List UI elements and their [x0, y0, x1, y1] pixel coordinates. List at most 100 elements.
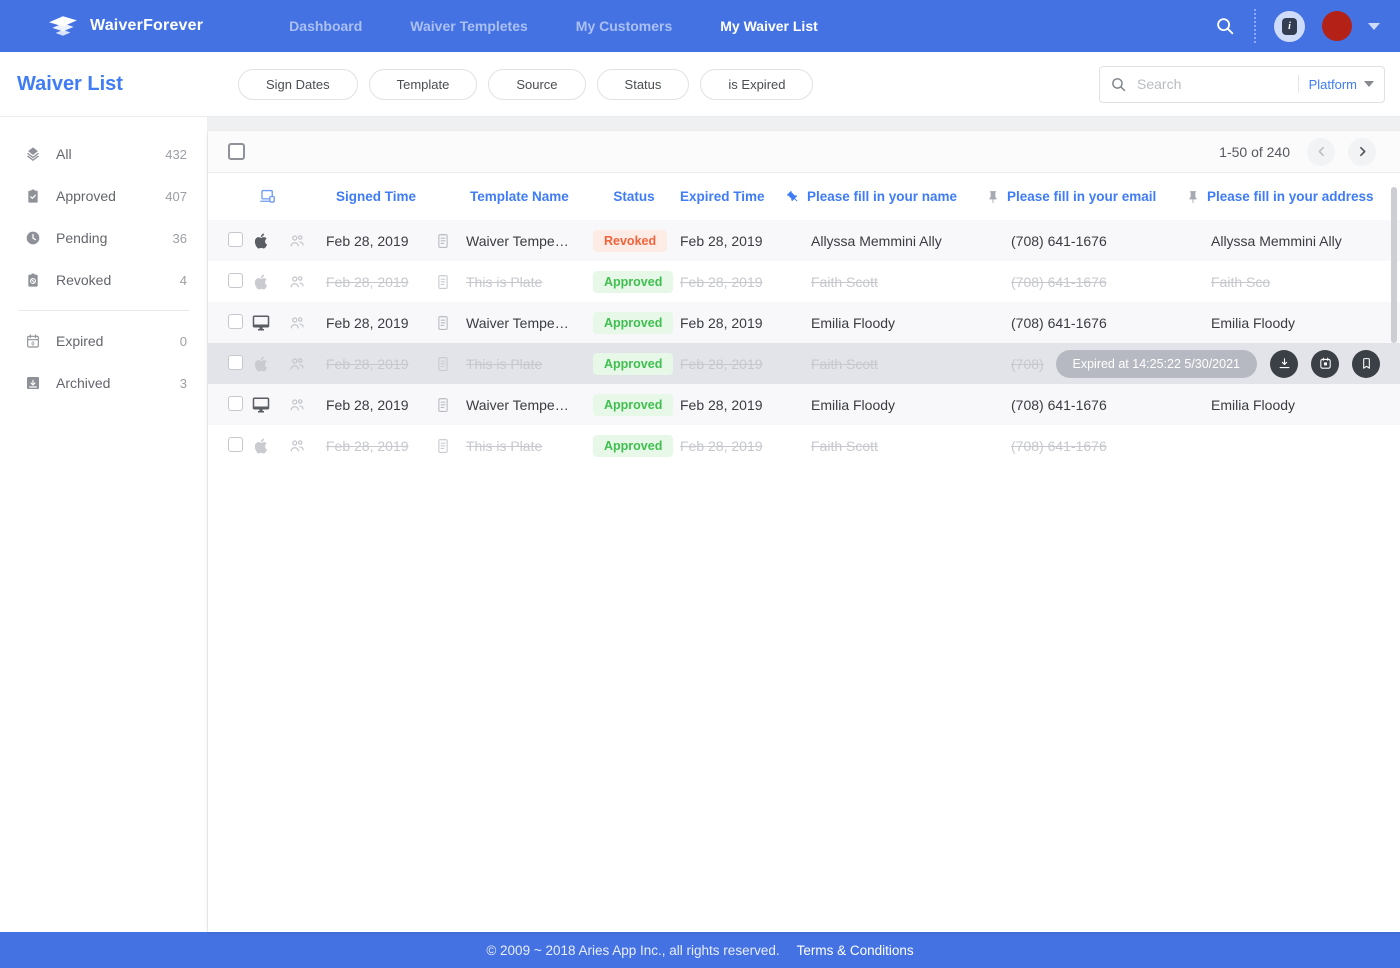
- user-avatar[interactable]: [1322, 11, 1352, 41]
- signed-time: Feb 28, 2019: [326, 273, 409, 290]
- search-scope-label: Platform: [1308, 76, 1357, 92]
- filter-is-expired[interactable]: is Expired: [700, 68, 814, 100]
- download-button[interactable]: [1270, 349, 1298, 378]
- customer-group-icon[interactable]: [288, 273, 306, 291]
- sidebar-item-expired[interactable]: 0 Expired 0: [0, 320, 207, 362]
- scrollbar-thumb[interactable]: [1391, 187, 1397, 343]
- column-address[interactable]: Please fill in your address: [1207, 189, 1374, 204]
- status-badge: Revoked: [593, 229, 668, 252]
- info-icon[interactable]: i: [1274, 10, 1305, 42]
- nav-item-waiver-templetes[interactable]: Waiver Templetes: [410, 18, 528, 34]
- customer-email: (708) 641-1676: [1011, 314, 1107, 331]
- column-status[interactable]: Status: [613, 189, 655, 204]
- document-icon[interactable]: [434, 232, 452, 250]
- nav-item-dashboard[interactable]: Dashboard: [289, 18, 363, 34]
- next-page-button[interactable]: [1348, 137, 1376, 166]
- sidebar-item-approved[interactable]: Approved 407: [0, 175, 207, 217]
- customer-email: (708) 641-1676: [1011, 273, 1107, 290]
- search-input[interactable]: [1135, 75, 1288, 93]
- select-all-checkbox[interactable]: [228, 143, 245, 160]
- waiverforever-logo-icon: [46, 13, 80, 39]
- main-content: 1-50 of 240 Signed Time Template Name St…: [208, 117, 1400, 932]
- sidebar-item-archived[interactable]: Archived 3: [0, 362, 207, 404]
- document-icon[interactable]: [434, 273, 452, 291]
- account-menu-caret-icon[interactable]: [1368, 22, 1380, 30]
- filter-template[interactable]: Template: [368, 68, 478, 100]
- search-scope-dropdown[interactable]: Platform: [1309, 77, 1374, 92]
- sidebar-count: 36: [172, 230, 187, 246]
- filter-status[interactable]: Status: [596, 68, 690, 100]
- template-name: Waiver Tempe…: [466, 232, 569, 249]
- customer-email: (708) 641-1676: [1011, 437, 1107, 454]
- apple-icon: [252, 355, 270, 373]
- status-badge: Approved: [593, 393, 674, 416]
- filter-sign-dates[interactable]: Sign Dates: [238, 68, 358, 100]
- pin-icon[interactable]: [986, 190, 1000, 204]
- sidebar-count: 432: [165, 146, 187, 162]
- table-row[interactable]: Feb 28, 2019 Waiver Tempe… Approved Feb …: [208, 384, 1400, 425]
- column-email[interactable]: Please fill in your email: [1007, 189, 1157, 204]
- brand[interactable]: WaiverForever: [46, 13, 203, 39]
- sidebar-item-pending[interactable]: Pending 36: [0, 217, 207, 259]
- table-row[interactable]: Feb 28, 2019 Waiver Tempe… Revoked Feb 2…: [208, 220, 1400, 261]
- column-template-name[interactable]: Template Name: [470, 189, 569, 204]
- layers-icon: [25, 146, 41, 162]
- table-row[interactable]: Feb 28, 2019 This is Plate Approved Feb …: [208, 261, 1400, 302]
- pin-icon[interactable]: [1186, 190, 1200, 204]
- template-name: Waiver Tempe…: [466, 396, 569, 413]
- document-icon[interactable]: [434, 314, 452, 332]
- chevron-down-icon: [1364, 81, 1374, 87]
- row-checkbox[interactable]: [228, 272, 243, 288]
- customer-group-icon[interactable]: [288, 355, 306, 373]
- row-checkbox[interactable]: [228, 354, 243, 370]
- row-checkbox[interactable]: [228, 395, 243, 411]
- customer-group-icon[interactable]: [288, 437, 306, 455]
- signed-time: Feb 28, 2019: [326, 314, 409, 331]
- signed-time: Feb 28, 2019: [326, 396, 409, 413]
- pagination-range: 1-50 of 240: [1219, 143, 1290, 160]
- expired-time: Feb 28, 2019: [680, 437, 763, 454]
- nav-right: i: [1214, 9, 1380, 43]
- bookmark-button[interactable]: [1352, 349, 1380, 378]
- row-checkbox[interactable]: [228, 313, 243, 329]
- device-column-icon[interactable]: [258, 187, 277, 206]
- template-name: Waiver Tempe…: [466, 314, 569, 331]
- terms-link[interactable]: Terms & Conditions: [796, 942, 914, 958]
- calendar-button[interactable]: [1311, 349, 1339, 378]
- customer-group-icon[interactable]: [288, 396, 306, 414]
- customer-name: Emilia Floody: [811, 314, 896, 331]
- table-row[interactable]: Feb 28, 2019 Waiver Tempe… Approved Feb …: [208, 302, 1400, 343]
- row-hover-actions: Expired at 14:25:22 5/30/2021: [1055, 349, 1380, 378]
- customer-group-icon[interactable]: [288, 232, 306, 250]
- column-expired-time[interactable]: Expired Time: [680, 189, 765, 204]
- table-row[interactable]: Feb 28, 2019 This is Plate Approved Feb …: [208, 343, 1400, 384]
- signed-time: Feb 28, 2019: [326, 437, 409, 454]
- row-checkbox[interactable]: [228, 231, 243, 247]
- table-row[interactable]: Feb 28, 2019 This is Plate Approved Feb …: [208, 425, 1400, 466]
- nav-item-my-waiver-list[interactable]: My Waiver List: [720, 18, 818, 34]
- column-name[interactable]: Please fill in your name: [807, 189, 958, 204]
- filter-source[interactable]: Source: [488, 68, 586, 100]
- customer-name: Faith Scott: [811, 355, 878, 372]
- column-signed-time[interactable]: Signed Time: [336, 189, 417, 204]
- row-checkbox[interactable]: [228, 436, 243, 452]
- prev-page-button[interactable]: [1307, 137, 1335, 166]
- status-badge: Approved: [593, 311, 674, 334]
- customer-address: Allyssa Memmini Ally: [1211, 232, 1342, 249]
- copyright-text: © 2009 ~ 2018 Aries App Inc., all rights…: [486, 942, 780, 958]
- document-icon[interactable]: [434, 355, 452, 373]
- customer-name: Faith Scott: [811, 437, 878, 454]
- signed-time: Feb 28, 2019: [326, 232, 409, 249]
- document-icon[interactable]: [434, 437, 452, 455]
- top-navbar: WaiverForever Dashboard Waiver Templetes M…: [0, 0, 1400, 52]
- document-icon[interactable]: [434, 396, 452, 414]
- desktop-icon: [252, 314, 270, 332]
- customer-name: Allyssa Memmini Ally: [811, 232, 942, 249]
- nav-search-icon[interactable]: [1214, 15, 1236, 37]
- sidebar-item-all[interactable]: All 432: [0, 133, 207, 175]
- pin-icon[interactable]: [786, 190, 800, 204]
- sidebar-item-revoked[interactable]: Revoked 4: [0, 259, 207, 301]
- template-name: This is Plate: [466, 437, 543, 454]
- customer-group-icon[interactable]: [288, 314, 306, 332]
- nav-item-my-customers[interactable]: My Customers: [575, 18, 673, 34]
